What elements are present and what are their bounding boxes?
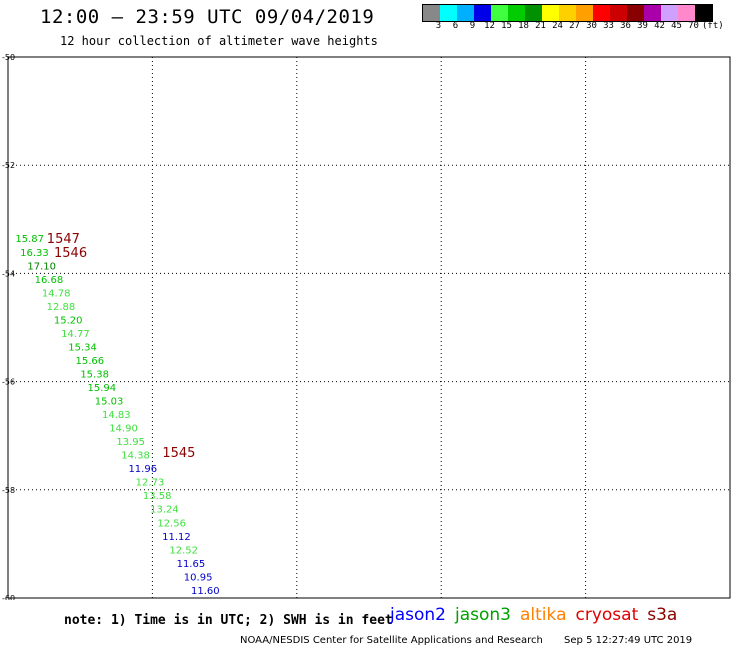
- swh-value-label: 13.95: [116, 437, 145, 448]
- swh-value-label: 16.68: [35, 275, 64, 286]
- color-swatch: [678, 5, 695, 21]
- swh-value-label: 14.83: [102, 410, 131, 421]
- color-swatch: [423, 5, 440, 21]
- swh-value-label: 15.38: [80, 369, 109, 380]
- color-swatch: [474, 5, 491, 21]
- color-swatch: [644, 5, 661, 21]
- color-scale-label: 9: [469, 21, 476, 31]
- plot-frame: [7, 56, 731, 599]
- swh-value-label: 12.52: [169, 545, 198, 556]
- footer: NOAA/NESDIS Center for Satellite Applica…: [240, 635, 692, 646]
- y-tick-label: -52: [2, 161, 15, 170]
- swh-value-label: 14.78: [42, 288, 71, 299]
- color-swatch: [627, 5, 644, 21]
- units-note: note: 1) Time is in UTC; 2) SWH is in fe…: [64, 613, 393, 628]
- color-swatch: [457, 5, 474, 21]
- color-scale-label: 36: [620, 21, 631, 31]
- color-swatch: [593, 5, 610, 21]
- swh-value-label: 9.10: [204, 599, 226, 600]
- mission-legend: jason2 jason3 altika cryosat s3a: [390, 605, 686, 625]
- swh-value-label: 15.94: [88, 383, 117, 394]
- color-swatch: [525, 5, 542, 21]
- swh-value-label: 15.20: [54, 315, 83, 326]
- color-swatch: [610, 5, 627, 21]
- swh-value-label: 12.73: [136, 478, 165, 489]
- swh-value-label: 15.87: [15, 234, 44, 245]
- color-scale-label: (ft): [702, 21, 724, 31]
- time-label: 1545: [162, 446, 195, 461]
- y-tick-label: -50: [2, 53, 15, 62]
- swh-value-label: 14.77: [61, 329, 90, 340]
- color-swatch: [440, 5, 457, 21]
- footer-credit: NOAA/NESDIS Center for Satellite Applica…: [240, 635, 543, 646]
- y-tick-label: -56: [2, 378, 15, 387]
- color-swatch: [576, 5, 593, 21]
- color-scale-label: 45: [671, 21, 682, 31]
- swh-value-label: 11.96: [128, 464, 157, 475]
- y-tick-label: -60: [2, 594, 15, 600]
- legend-cryosat: cryosat: [575, 605, 639, 625]
- color-scale-label: 42: [654, 21, 665, 31]
- color-scale-label: 3: [435, 21, 442, 31]
- swh-value-label: 15.34: [68, 342, 97, 353]
- swh-value-label: 15.03: [95, 397, 124, 408]
- legend-jason3: jason3: [455, 605, 511, 625]
- color-scale-label: 70: [688, 21, 699, 31]
- swh-value-label: 17.10: [27, 261, 56, 272]
- color-swatch: [559, 5, 576, 21]
- y-tick-label: -58: [2, 486, 15, 495]
- page-title: 12:00 – 23:59 UTC 09/04/2019: [40, 6, 375, 28]
- wave-height-chart: 105108111114117120-50-52-54-56-58-6015.8…: [2, 53, 731, 600]
- time-label: 1546: [54, 246, 87, 261]
- color-scale-label: 6: [452, 21, 459, 31]
- color-scale-bar: [422, 4, 713, 22]
- swh-value-label: 11.12: [162, 532, 191, 543]
- color-swatch: [661, 5, 678, 21]
- color-scale-label: 18: [518, 21, 529, 31]
- color-scale-label: 27: [569, 21, 580, 31]
- swh-value-label: 14.38: [121, 451, 150, 462]
- swh-value-label: 12.56: [157, 518, 186, 529]
- color-scale-label: 12: [484, 21, 495, 31]
- color-scale-label: 15: [501, 21, 512, 31]
- footer-timestamp: Sep 5 12:27:49 UTC 2019: [564, 635, 693, 646]
- legend-s3a: s3a: [647, 605, 678, 625]
- swh-value-label: 11.60: [191, 586, 220, 597]
- swh-value-label: 15.66: [76, 356, 105, 367]
- swh-value-label: 11.65: [177, 559, 206, 570]
- color-swatch: [491, 5, 508, 21]
- color-scale-label: 33: [603, 21, 614, 31]
- color-scale-label: 21: [535, 21, 546, 31]
- color-swatch: [508, 5, 525, 21]
- color-swatch: [542, 5, 559, 21]
- legend-jason2: jason2: [390, 605, 446, 625]
- y-tick-label: -54: [2, 269, 15, 278]
- swh-value-label: 12.88: [47, 302, 76, 313]
- color-scale-label: 30: [586, 21, 597, 31]
- color-swatch: [695, 5, 712, 21]
- page-subtitle: 12 hour collection of altimeter wave hei…: [60, 34, 378, 48]
- legend-altika: altika: [520, 605, 567, 625]
- time-label: 1547: [47, 232, 80, 247]
- color-scale-label: 24: [552, 21, 563, 31]
- color-scale-label: 39: [637, 21, 648, 31]
- swh-value-label: 16.33: [20, 248, 49, 259]
- swh-value-label: 13.58: [143, 491, 172, 502]
- swh-value-label: 13.24: [150, 505, 179, 516]
- swh-value-label: 10.95: [184, 572, 213, 583]
- swh-value-label: 14.90: [109, 424, 138, 435]
